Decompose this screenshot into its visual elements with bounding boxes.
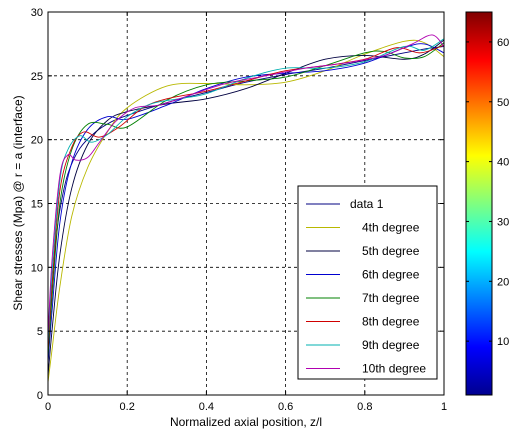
y-tick-label: 0 (37, 390, 43, 402)
colorbar-tick-label: 40 (497, 157, 509, 169)
legend[interactable]: data 1 4th degree 5th degree 6th degree 7th … (297, 185, 438, 380)
x-tick-label: 0 (45, 401, 51, 413)
legend-label-6: 8th degree (362, 315, 420, 329)
legend-label-3: 5th degree (362, 244, 420, 258)
colorbar-gradient (465, 11, 493, 396)
colorbar-tick-label: 10 (497, 336, 509, 348)
colorbar-tick-label: 60 (497, 37, 509, 49)
y-tick-label: 30 (31, 7, 43, 19)
colorbar-tick-label: 50 (497, 97, 509, 109)
x-tick-label: 1 (441, 401, 447, 413)
y-tick-label: 25 (31, 71, 43, 83)
series-lines (48, 34, 444, 383)
y-axis-ticks: 0 5 10 15 20 25 30 (31, 7, 444, 402)
y-tick-label: 15 (31, 199, 43, 211)
x-tick-label: 0.4 (199, 401, 214, 413)
x-tick-label: 0.8 (357, 401, 372, 413)
legend-label-5: 7th degree (362, 291, 420, 305)
y-axis-label: Shear stresses (Mpa) @ r = a (interface) (11, 95, 25, 310)
series-line-3 (48, 39, 444, 376)
colorbar-ticks: 10 20 30 40 50 60 (466, 37, 509, 348)
x-axis-ticks: 0 0.2 0.4 0.6 0.8 1 (45, 12, 447, 413)
x-axis-label: Normalized axial position, z/l (170, 415, 322, 429)
colorbar[interactable]: 10 20 30 40 50 60 (465, 11, 509, 396)
legend-label-8: 10th degree (362, 362, 426, 376)
colorbar-tick-label: 20 (497, 276, 509, 288)
series-line-5 (48, 42, 444, 357)
series-line-6 (48, 44, 444, 351)
colorbar-tick-label: 30 (497, 216, 509, 228)
legend-box (297, 185, 438, 380)
series-line-8 (48, 34, 444, 338)
y-tick-label: 20 (31, 135, 43, 147)
x-tick-label: 0.2 (120, 401, 135, 413)
y-tick-label: 10 (31, 262, 43, 274)
legend-items: data 1 4th degree 5th degree 6th degree 7th … (306, 197, 426, 376)
legend-label-7: 9th degree (362, 338, 420, 352)
y-tick-label: 5 (37, 326, 43, 338)
series-line-2 (48, 39, 444, 383)
x-tick-label: 0.6 (278, 401, 293, 413)
legend-label-4: 6th degree (362, 268, 420, 282)
legend-label-2: 4th degree (362, 221, 420, 235)
legend-label-1: data 1 (350, 197, 384, 211)
